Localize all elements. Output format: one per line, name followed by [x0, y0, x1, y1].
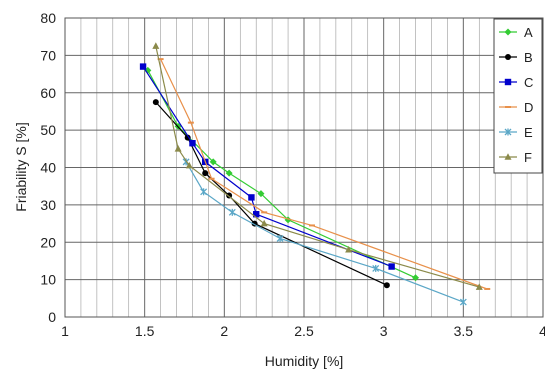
series-f — [152, 42, 483, 290]
y-tick-label: 0 — [48, 309, 56, 325]
marker-shape — [152, 42, 160, 49]
data-point-c — [253, 211, 260, 218]
data-point-a — [209, 158, 217, 166]
y-tick-label: 50 — [40, 122, 56, 138]
data-point-c — [248, 194, 255, 201]
legend-item-c: C — [499, 75, 533, 90]
marker-shape — [139, 63, 147, 70]
x-tick-label: 1.5 — [135, 323, 155, 339]
plot-frame — [64, 17, 544, 318]
legend-marker — [504, 78, 512, 86]
y-tick-label: 80 — [40, 10, 56, 26]
data-point-c — [139, 63, 147, 70]
marker-shape — [174, 145, 182, 152]
legend-marker — [504, 128, 512, 136]
data-point-f — [260, 219, 268, 227]
marker-shape — [209, 158, 217, 166]
legend-item-f: F — [499, 150, 532, 165]
data-point-a — [225, 169, 233, 177]
legend-box — [493, 18, 543, 174]
marker-shape — [504, 28, 512, 36]
marker-shape — [260, 219, 268, 227]
series-line-c — [142, 66, 392, 268]
legend-label: B — [524, 50, 533, 65]
y-tick-label: 40 — [40, 160, 56, 176]
series-d — [157, 58, 491, 290]
series-line-b — [155, 101, 388, 286]
data-point-b — [152, 99, 159, 106]
legend-label: E — [524, 125, 533, 140]
marker-shape — [345, 245, 353, 253]
marker-shape — [388, 263, 395, 270]
marker-shape — [504, 78, 512, 86]
marker-shape — [152, 99, 159, 106]
data-point-f — [345, 245, 353, 253]
marker-shape — [185, 161, 193, 169]
y-tick-label: 30 — [40, 197, 56, 213]
x-tick-label: 3 — [380, 323, 388, 339]
y-tick-label: 70 — [40, 47, 56, 63]
data-point-e — [200, 188, 208, 196]
data-point-e — [459, 298, 467, 306]
y-axis-title: Friability S [%] — [13, 122, 29, 211]
x-tick-label: 4 — [539, 323, 545, 339]
series-line-d — [160, 58, 488, 290]
legend-marker — [504, 28, 512, 36]
y-tick-label: 10 — [40, 272, 56, 288]
legend-label: A — [524, 25, 533, 40]
legend-item-a: A — [499, 25, 533, 40]
marker-shape — [253, 211, 260, 218]
data-point-f — [152, 42, 160, 49]
marker-shape — [248, 194, 255, 201]
marker-shape — [225, 169, 233, 177]
marker-shape — [504, 153, 512, 160]
y-tick-label: 20 — [40, 234, 56, 250]
marker-shape — [189, 140, 196, 147]
series-line-e — [185, 161, 464, 303]
legend-label: C — [524, 75, 533, 90]
marker-shape — [505, 54, 511, 60]
legend-marker — [505, 54, 511, 60]
data-point-c — [388, 263, 395, 270]
y-tick-label: 60 — [40, 85, 56, 101]
legend-marker — [504, 153, 512, 160]
grid — [65, 18, 543, 317]
marker-shape — [383, 282, 390, 289]
data-point-c — [189, 140, 196, 147]
marker-shape — [412, 274, 420, 282]
data-point-b — [202, 170, 209, 177]
legend-label: F — [524, 150, 532, 165]
data-point-f — [475, 283, 483, 290]
data-point-e — [372, 264, 380, 272]
x-tick-label: 1 — [61, 323, 69, 339]
x-tick-label: 3.5 — [454, 323, 474, 339]
legend-label: D — [524, 100, 533, 115]
series-b — [152, 99, 390, 289]
data-point-a — [257, 190, 265, 198]
marker-shape — [202, 170, 209, 177]
data-point-e — [228, 208, 236, 216]
marker-shape — [257, 190, 265, 198]
series-layer — [139, 42, 491, 306]
series-line-f — [155, 45, 480, 288]
legend-item-b: B — [499, 50, 533, 65]
x-tick-label: 2.5 — [294, 323, 314, 339]
data-point-a — [412, 274, 420, 282]
data-point-f — [185, 161, 193, 169]
x-axis-title: Humidity [%] — [265, 353, 344, 369]
legend-item-d: D — [499, 100, 533, 115]
x-tick-label: 2 — [220, 323, 228, 339]
data-point-e — [276, 235, 284, 243]
legend-item-e: E — [499, 125, 533, 140]
data-point-b — [383, 282, 390, 289]
data-point-f — [174, 145, 182, 152]
marker-shape — [475, 283, 483, 290]
